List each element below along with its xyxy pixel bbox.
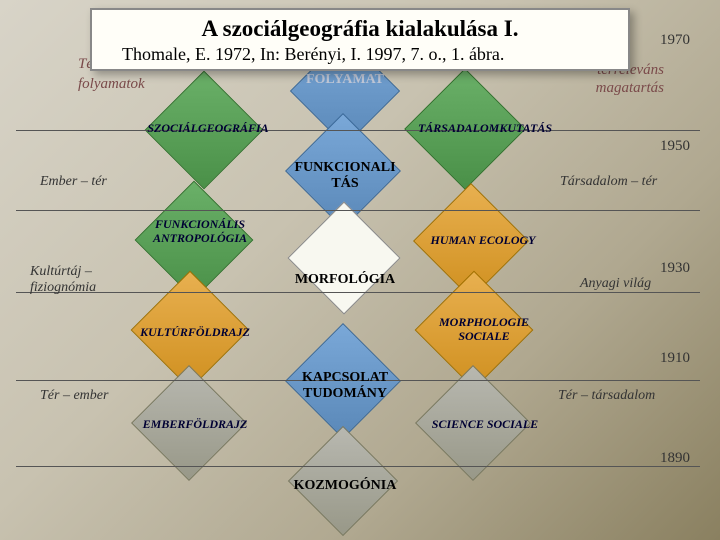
- node-morphologie: MORPHOLOGIE SOCIALE: [404, 316, 564, 344]
- label-folyamat: FOLYAMAT: [270, 72, 420, 88]
- year-1930: 1930: [660, 260, 690, 277]
- side-anyagi: Anyagi világ: [580, 276, 651, 292]
- side-kulturtaj: Kultúrtáj – fiziognómia: [30, 264, 96, 296]
- hline-1970: [16, 130, 700, 131]
- year-1950: 1950: [660, 138, 690, 155]
- hline-1890: [16, 466, 700, 467]
- ghost-left-bottom: folyamatok: [78, 76, 145, 93]
- label-kozmogonia: KOZMOGÓNIA: [268, 478, 422, 494]
- side-tarsadalom-ter: Társadalom – tér: [560, 174, 657, 190]
- label-funkcionalitas: FUNKCIONALI TÁS: [268, 160, 422, 192]
- year-1970: 1970: [660, 32, 690, 49]
- node-human-ecology: HUMAN ECOLOGY: [398, 234, 568, 248]
- title-sub: Thomale, E. 1972, In: Berényi, I. 1997, …: [102, 44, 618, 65]
- side-ter-tarsadalom: Tér – társadalom: [558, 388, 655, 404]
- title-box: A szociálgeográfia kialakulása I. Thomal…: [90, 8, 630, 71]
- side-ter-ember: Tér – ember: [40, 388, 108, 404]
- year-1890: 1890: [660, 450, 690, 467]
- node-tarsadalomkutatas: TÁRSADALOMKUTATÁS: [390, 122, 580, 136]
- node-funkcionalis-antrop: FUNKCIONÁLIS ANTROPOLÓGIA: [120, 218, 280, 246]
- hline-1930: [16, 292, 700, 293]
- node-emberfoldrajz: EMBERFÖLDRAJZ: [110, 418, 280, 432]
- node-szocialgeografia: SZOCIÁLGEOGRÁFIA: [128, 122, 288, 136]
- title-main: A szociálgeográfia kialakulása I.: [102, 16, 618, 42]
- hline-1950: [16, 210, 700, 211]
- node-kulturfoldrajz: KULTÚRFÖLDRAJZ: [110, 326, 280, 340]
- label-kapcsolat: KAPCSOLAT TUDOMÁNY: [268, 370, 422, 402]
- year-1910: 1910: [660, 350, 690, 367]
- node-science-sociale: SCIENCE SOCIALE: [400, 418, 570, 432]
- side-ember-ter: Ember – tér: [40, 174, 107, 190]
- ghost-right-bottom: magatartás: [596, 80, 664, 97]
- label-morfologia: MORFOLÓGIA: [268, 272, 422, 288]
